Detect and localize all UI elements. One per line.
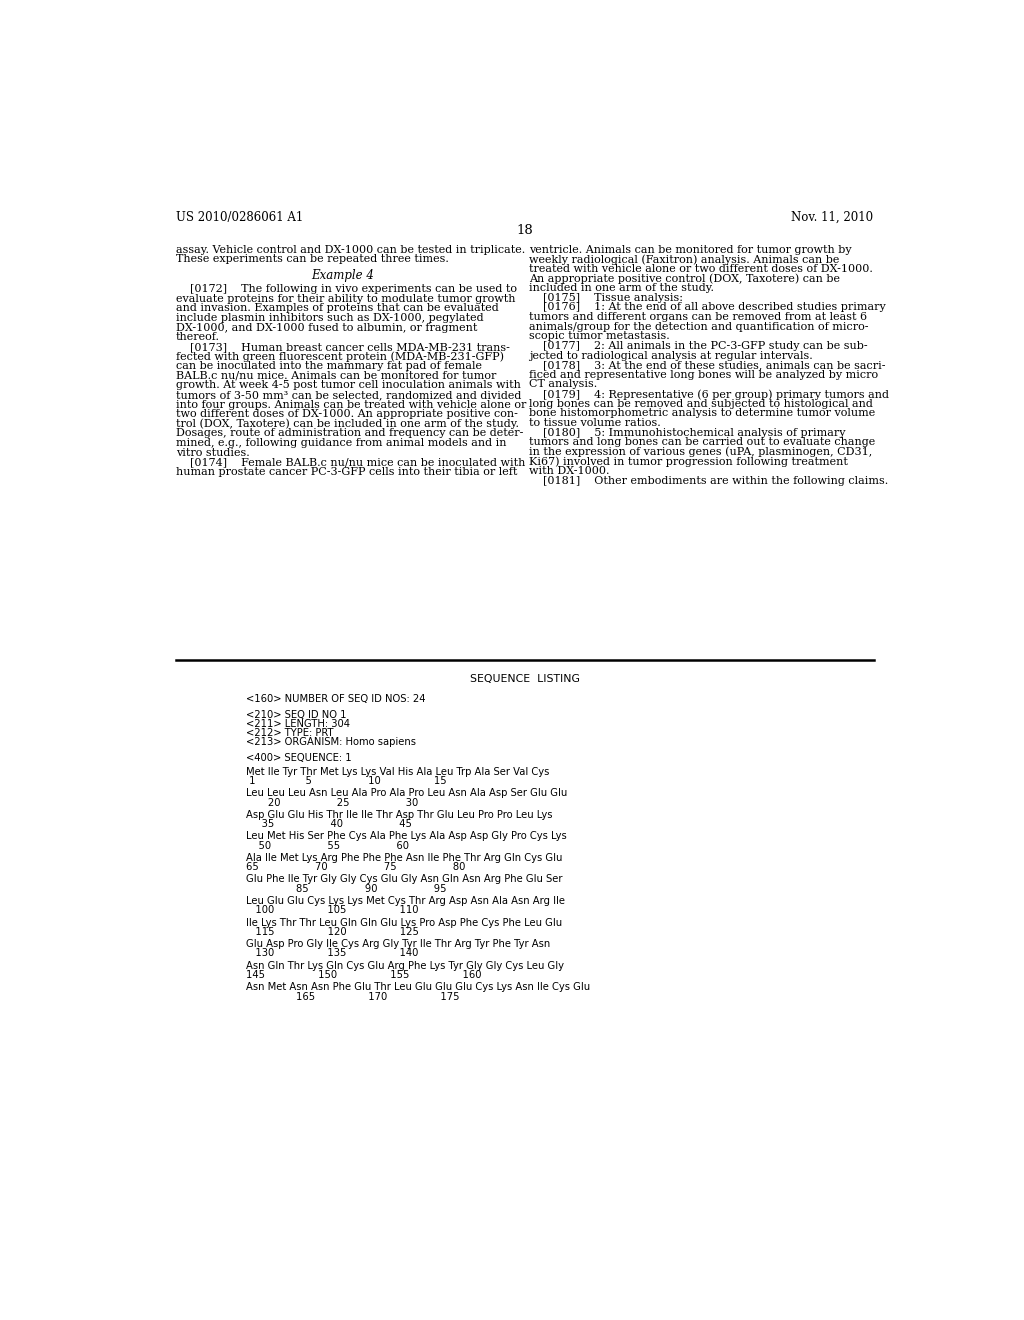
Text: tumors and different organs can be removed from at least 6: tumors and different organs can be remov… (529, 312, 867, 322)
Text: vitro studies.: vitro studies. (176, 447, 250, 458)
Text: mined, e.g., following guidance from animal models and in: mined, e.g., following guidance from ani… (176, 438, 507, 447)
Text: 50                  55                  60: 50 55 60 (246, 841, 409, 850)
Text: 100                 105                 110: 100 105 110 (246, 906, 418, 915)
Text: trol (DOX, Taxotere) can be included in one arm of the study.: trol (DOX, Taxotere) can be included in … (176, 418, 519, 429)
Text: [0179]    4: Representative (6 per group) primary tumors and: [0179] 4: Representative (6 per group) p… (529, 389, 890, 400)
Text: [0178]    3: At the end of these studies, animals can be sacri-: [0178] 3: At the end of these studies, a… (529, 360, 886, 370)
Text: 85                  90                  95: 85 90 95 (246, 884, 446, 894)
Text: tumors and long bones can be carried out to evaluate change: tumors and long bones can be carried out… (529, 437, 876, 447)
Text: scopic tumor metastasis.: scopic tumor metastasis. (529, 331, 670, 342)
Text: two different doses of DX-1000. An appropriate positive con-: two different doses of DX-1000. An appro… (176, 409, 518, 420)
Text: 35                  40                  45: 35 40 45 (246, 818, 412, 829)
Text: Example 4: Example 4 (311, 269, 374, 282)
Text: BALB.c nu/nu mice. Animals can be monitored for tumor: BALB.c nu/nu mice. Animals can be monito… (176, 371, 497, 380)
Text: treated with vehicle alone or two different doses of DX-1000.: treated with vehicle alone or two differ… (529, 264, 873, 273)
Text: can be inoculated into the mammary fat pad of female: can be inoculated into the mammary fat p… (176, 362, 482, 371)
Text: Asn Gln Thr Lys Gln Cys Glu Arg Phe Lys Tyr Gly Gly Cys Leu Gly: Asn Gln Thr Lys Gln Cys Glu Arg Phe Lys … (246, 961, 564, 970)
Text: 18: 18 (516, 224, 534, 236)
Text: tumors of 3-50 mm³ can be selected, randomized and divided: tumors of 3-50 mm³ can be selected, rand… (176, 389, 521, 400)
Text: include plasmin inhibitors such as DX-1000, pegylated: include plasmin inhibitors such as DX-10… (176, 313, 483, 323)
Text: weekly radiological (Faxitron) analysis. Animals can be: weekly radiological (Faxitron) analysis.… (529, 255, 840, 265)
Text: Ile Lys Thr Thr Leu Gln Gln Glu Lys Pro Asp Phe Cys Phe Leu Glu: Ile Lys Thr Thr Leu Gln Gln Glu Lys Pro … (246, 917, 562, 928)
Text: 130                 135                 140: 130 135 140 (246, 949, 418, 958)
Text: SEQUENCE  LISTING: SEQUENCE LISTING (470, 675, 580, 684)
Text: Leu Leu Leu Asn Leu Ala Pro Ala Pro Leu Asn Ala Asp Ser Glu Glu: Leu Leu Leu Asn Leu Ala Pro Ala Pro Leu … (246, 788, 567, 799)
Text: <400> SEQUENCE: 1: <400> SEQUENCE: 1 (246, 752, 351, 763)
Text: 165                 170                 175: 165 170 175 (246, 991, 460, 1002)
Text: 115                 120                 125: 115 120 125 (246, 927, 419, 937)
Text: [0176]    1: At the end of all above described studies primary: [0176] 1: At the end of all above descri… (529, 302, 886, 313)
Text: Dosages, route of administration and frequency can be deter-: Dosages, route of administration and fre… (176, 429, 523, 438)
Text: Ki67) involved in tumor progression following treatment: Ki67) involved in tumor progression foll… (529, 457, 848, 467)
Text: growth. At week 4-5 post tumor cell inoculation animals with: growth. At week 4-5 post tumor cell inoc… (176, 380, 521, 391)
Text: included in one arm of the study.: included in one arm of the study. (529, 284, 715, 293)
Text: evaluate proteins for their ability to modulate tumor growth: evaluate proteins for their ability to m… (176, 294, 515, 304)
Text: [0173]    Human breast cancer cells MDA-MB-231 trans-: [0173] Human breast cancer cells MDA-MB-… (176, 342, 510, 352)
Text: to tissue volume ratios.: to tissue volume ratios. (529, 418, 662, 428)
Text: Nov. 11, 2010: Nov. 11, 2010 (792, 211, 873, 224)
Text: 65                  70                  75                  80: 65 70 75 80 (246, 862, 465, 873)
Text: animals/group for the detection and quantification of micro-: animals/group for the detection and quan… (529, 322, 869, 331)
Text: [0175]    Tissue analysis:: [0175] Tissue analysis: (529, 293, 683, 302)
Text: with DX-1000.: with DX-1000. (529, 466, 610, 477)
Text: Asp Glu Glu His Thr Ile Ile Thr Asp Thr Glu Leu Pro Pro Leu Lys: Asp Glu Glu His Thr Ile Ile Thr Asp Thr … (246, 810, 552, 820)
Text: in the expression of various genes (uPA, plasminogen, CD31,: in the expression of various genes (uPA,… (529, 446, 872, 457)
Text: [0172]    The following in vivo experiments can be used to: [0172] The following in vivo experiments… (176, 284, 517, 294)
Text: [0174]    Female BALB.c nu/nu mice can be inoculated with: [0174] Female BALB.c nu/nu mice can be i… (176, 457, 525, 467)
Text: 20                  25                  30: 20 25 30 (246, 797, 418, 808)
Text: Glu Phe Ile Tyr Gly Gly Cys Glu Gly Asn Gln Asn Arg Phe Glu Ser: Glu Phe Ile Tyr Gly Gly Cys Glu Gly Asn … (246, 875, 562, 884)
Text: US 2010/0286061 A1: US 2010/0286061 A1 (176, 211, 303, 224)
Text: <160> NUMBER OF SEQ ID NOS: 24: <160> NUMBER OF SEQ ID NOS: 24 (246, 694, 425, 705)
Text: <212> TYPE: PRT: <212> TYPE: PRT (246, 729, 333, 738)
Text: assay. Vehicle control and DX-1000 can be tested in triplicate.: assay. Vehicle control and DX-1000 can b… (176, 244, 525, 255)
Text: fected with green fluorescent protein (MDA-MB-231-GFP): fected with green fluorescent protein (M… (176, 351, 504, 362)
Text: ventricle. Animals can be monitored for tumor growth by: ventricle. Animals can be monitored for … (529, 244, 852, 255)
Text: human prostate cancer PC-3-GFP cells into their tibia or left: human prostate cancer PC-3-GFP cells int… (176, 467, 517, 477)
Text: Ala Ile Met Lys Arg Phe Phe Phe Asn Ile Phe Thr Arg Gln Cys Glu: Ala Ile Met Lys Arg Phe Phe Phe Asn Ile … (246, 853, 562, 863)
Text: An appropriate positive control (DOX, Taxotere) can be: An appropriate positive control (DOX, Ta… (529, 273, 841, 284)
Text: These experiments can be repeated three times.: These experiments can be repeated three … (176, 255, 449, 264)
Text: Leu Glu Glu Cys Lys Lys Met Cys Thr Arg Asp Asn Ala Asn Arg Ile: Leu Glu Glu Cys Lys Lys Met Cys Thr Arg … (246, 896, 565, 906)
Text: jected to radiological analysis at regular intervals.: jected to radiological analysis at regul… (529, 351, 813, 360)
Text: Asn Met Asn Asn Phe Glu Thr Leu Glu Glu Glu Cys Lys Asn Ile Cys Glu: Asn Met Asn Asn Phe Glu Thr Leu Glu Glu … (246, 982, 590, 993)
Text: [0177]    2: All animals in the PC-3-GFP study can be sub-: [0177] 2: All animals in the PC-3-GFP st… (529, 341, 868, 351)
Text: Met Ile Tyr Thr Met Lys Lys Val His Ala Leu Trp Ala Ser Val Cys: Met Ile Tyr Thr Met Lys Lys Val His Ala … (246, 767, 549, 776)
Text: Glu Asp Pro Gly Ile Cys Arg Gly Tyr Ile Thr Arg Tyr Phe Tyr Asn: Glu Asp Pro Gly Ile Cys Arg Gly Tyr Ile … (246, 940, 550, 949)
Text: thereof.: thereof. (176, 333, 220, 342)
Text: [0180]    5: Immunohistochemical analysis of primary: [0180] 5: Immunohistochemical analysis o… (529, 428, 846, 437)
Text: <213> ORGANISM: Homo sapiens: <213> ORGANISM: Homo sapiens (246, 738, 416, 747)
Text: 1                5                  10                 15: 1 5 10 15 (246, 776, 446, 785)
Text: ficed and representative long bones will be analyzed by micro: ficed and representative long bones will… (529, 370, 879, 380)
Text: bone histomorphometric analysis to determine tumor volume: bone histomorphometric analysis to deter… (529, 408, 876, 418)
Text: <210> SEQ ID NO 1: <210> SEQ ID NO 1 (246, 710, 346, 719)
Text: long bones can be removed and subjected to histological and: long bones can be removed and subjected … (529, 399, 873, 409)
Text: and invasion. Examples of proteins that can be evaluated: and invasion. Examples of proteins that … (176, 304, 499, 313)
Text: DX-1000, and DX-1000 fused to albumin, or fragment: DX-1000, and DX-1000 fused to albumin, o… (176, 322, 477, 333)
Text: CT analysis.: CT analysis. (529, 379, 598, 389)
Text: [0181]    Other embodiments are within the following claims.: [0181] Other embodiments are within the … (529, 475, 889, 486)
Text: Leu Met His Ser Phe Cys Ala Phe Lys Ala Asp Asp Gly Pro Cys Lys: Leu Met His Ser Phe Cys Ala Phe Lys Ala … (246, 832, 566, 841)
Text: 145                 150                 155                 160: 145 150 155 160 (246, 970, 481, 979)
Text: into four groups. Animals can be treated with vehicle alone or: into four groups. Animals can be treated… (176, 400, 526, 409)
Text: <211> LENGTH: 304: <211> LENGTH: 304 (246, 719, 350, 729)
